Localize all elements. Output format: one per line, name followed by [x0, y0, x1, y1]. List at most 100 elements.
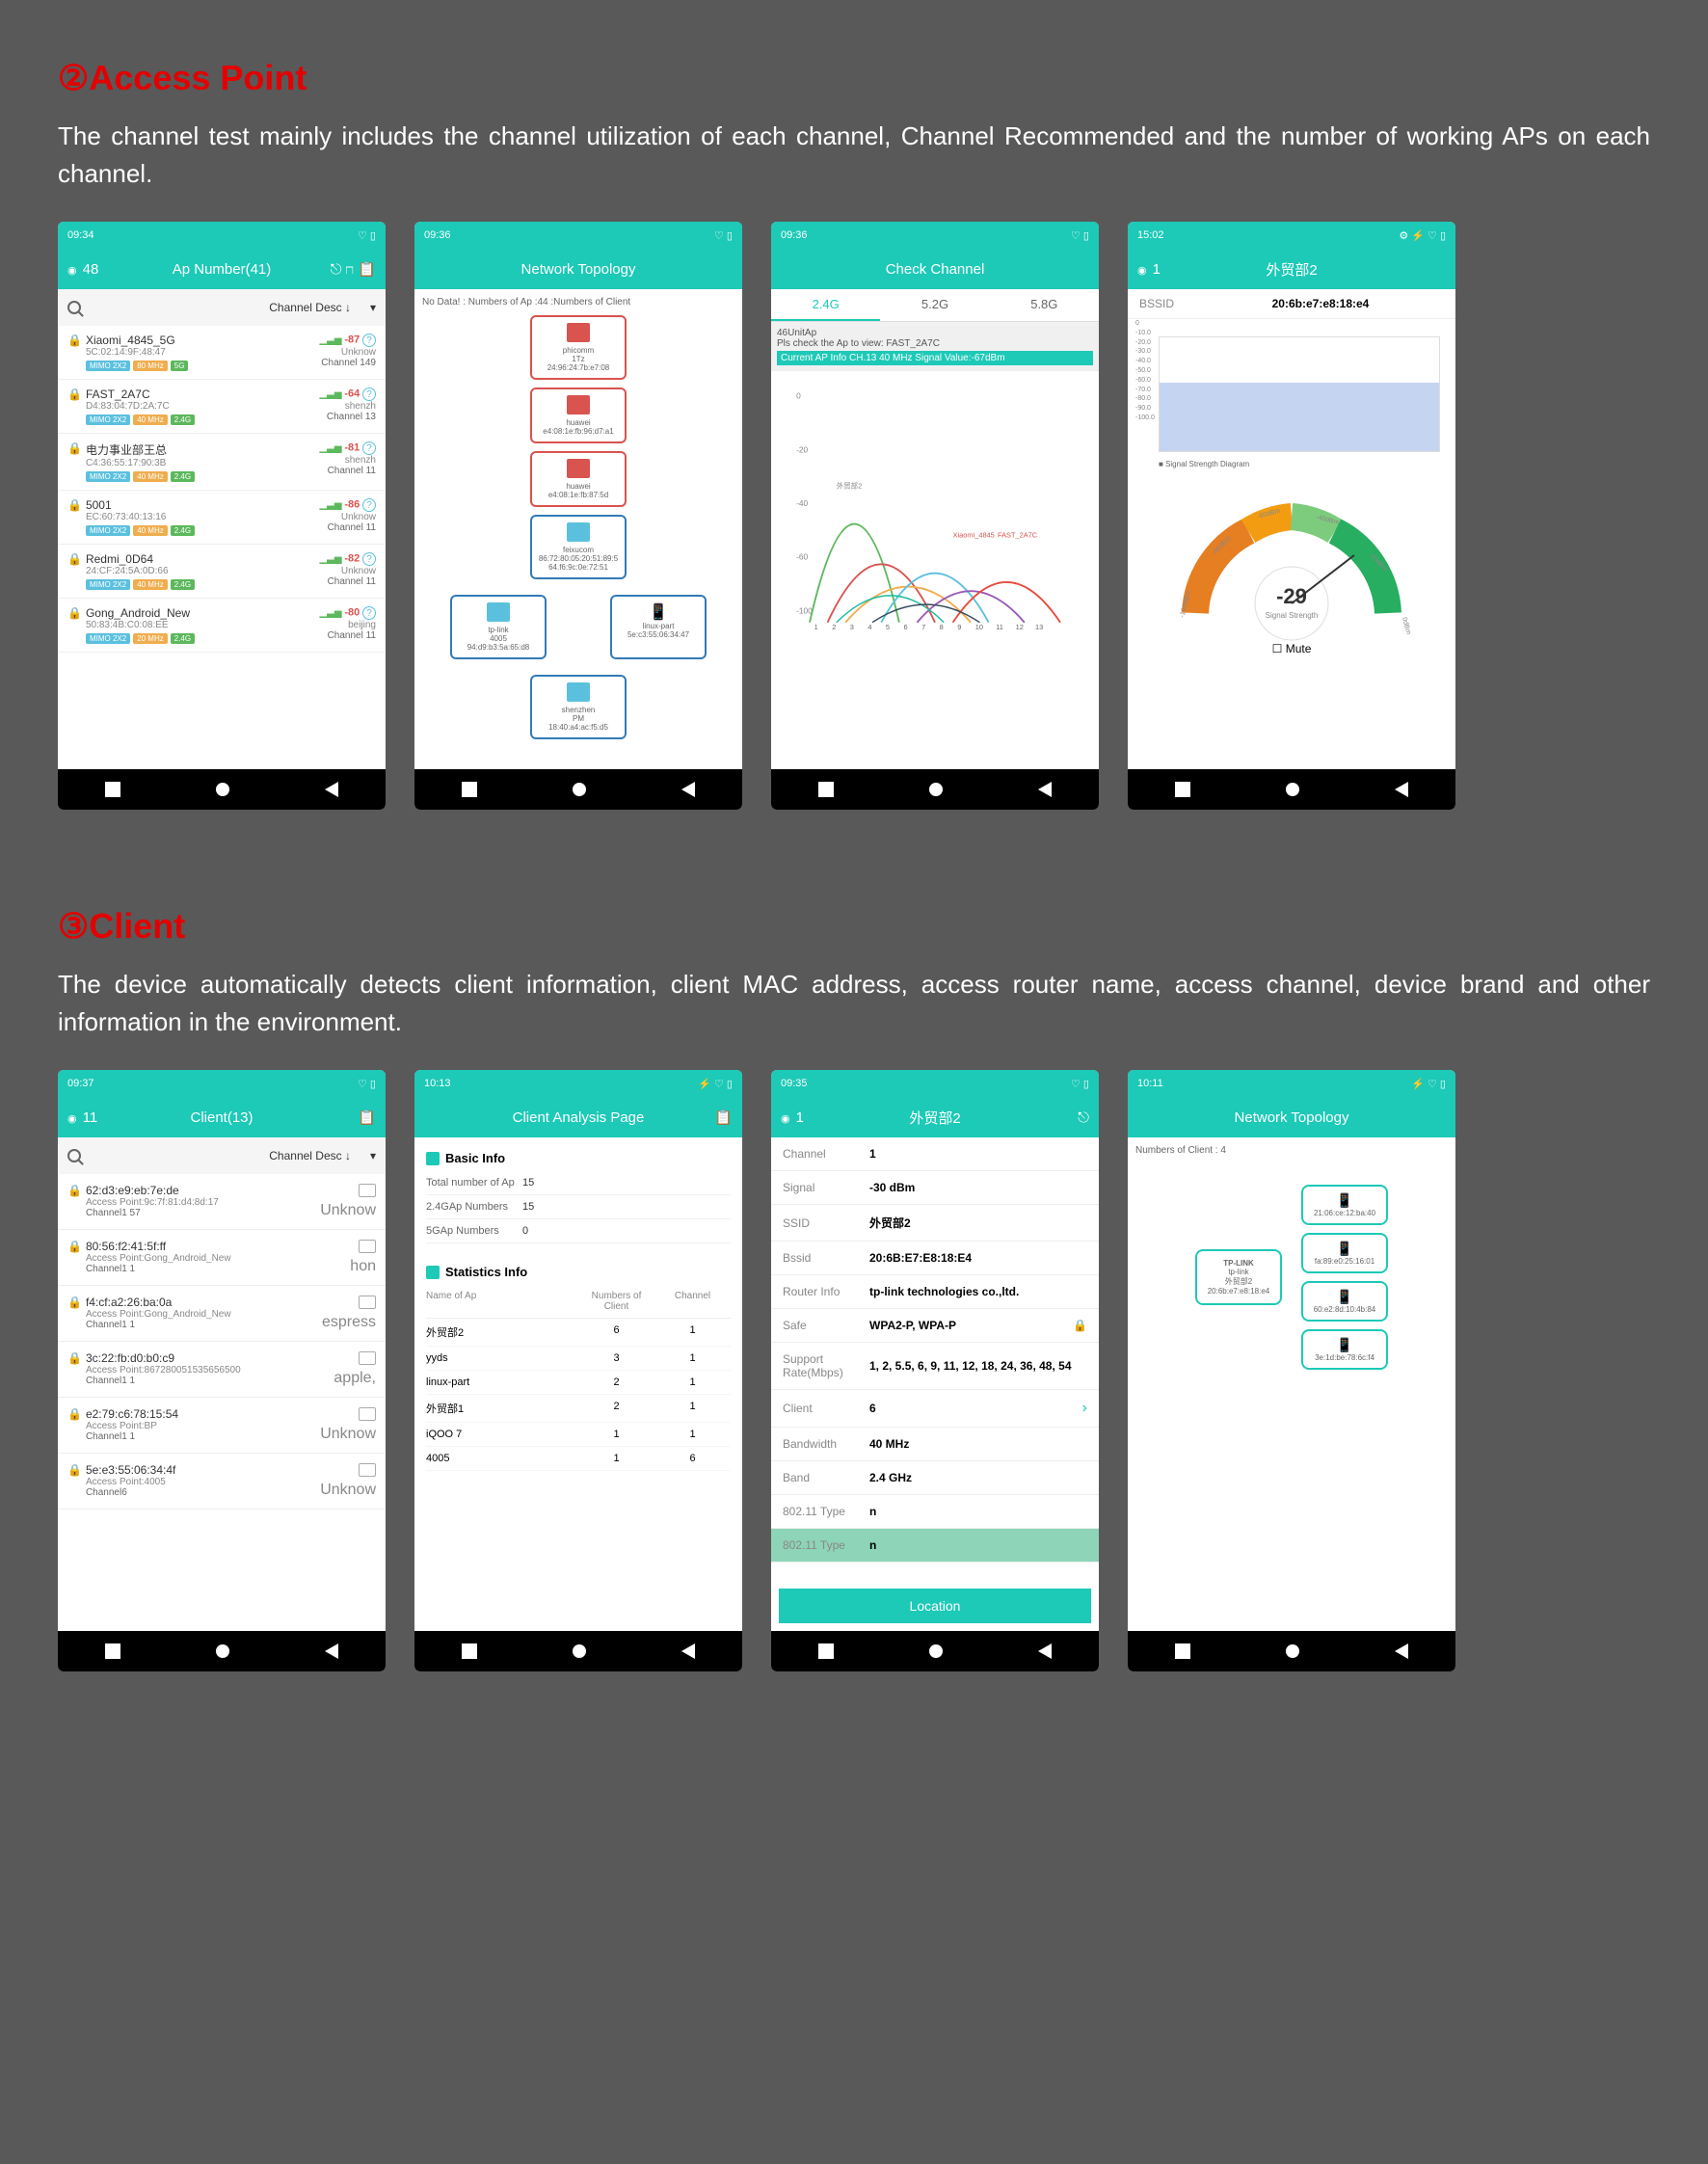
topo-node[interactable]: huawei e4:08:1e:fb:87:5d: [530, 451, 627, 507]
ap-item[interactable]: 🔒 电力事业部王总 C4:36:55:17:90:3B MIMO 2X240 M…: [58, 434, 386, 491]
header-right[interactable]: ⎋: [1078, 1109, 1089, 1126]
nav-back[interactable]: [1395, 1643, 1408, 1659]
ap-item[interactable]: 🔒 FAST_2A7C D4:83:04:7D:2A:7C MIMO 2X240…: [58, 380, 386, 434]
ap-item[interactable]: 🔒 Xiaomi_4845_5G 5C:02:14:9F:48:47 MIMO …: [58, 326, 386, 380]
detail-row[interactable]: Client6›: [771, 1390, 1099, 1428]
client-node[interactable]: 📱21:06:ce:12:ba:40: [1301, 1185, 1388, 1225]
nav-home[interactable]: [1286, 783, 1299, 796]
node-icon: [567, 395, 590, 414]
dropdown-icon[interactable]: ▾: [370, 301, 376, 314]
topology-subtitle: No Data! : Numbers of Ap :44 :Numbers of…: [422, 297, 734, 307]
nav-recent[interactable]: [462, 1643, 477, 1659]
nav-recent[interactable]: [462, 782, 477, 797]
stats-row[interactable]: yyds31: [426, 1347, 731, 1371]
nav-recent[interactable]: [818, 1643, 834, 1659]
topology-content: No Data! : Numbers of Ap :44 :Numbers of…: [414, 289, 742, 769]
ap-item[interactable]: 🔒 5001 EC:60:73:40:13:16 MIMO 2X240 MHz2…: [58, 491, 386, 545]
nav-home[interactable]: [929, 1644, 943, 1658]
svg-text:7: 7: [921, 623, 925, 631]
client-item[interactable]: 🔒 e2:79:c6:78:15:54 Access Point:BP Chan…: [58, 1398, 386, 1454]
stats-row[interactable]: 外贸部121: [426, 1395, 731, 1423]
chevron-icon[interactable]: ›: [1082, 1400, 1087, 1417]
nav-back[interactable]: [1395, 782, 1408, 797]
mute-checkbox[interactable]: ☐ Mute: [1128, 642, 1455, 655]
topo-node[interactable]: huawei e4:08:1e:fb:96:d7:a1: [530, 387, 627, 443]
stats-row[interactable]: 400516: [426, 1447, 731, 1471]
nav-back[interactable]: [325, 1643, 338, 1659]
help-icon[interactable]: ?: [362, 441, 376, 455]
nav-home[interactable]: [573, 1644, 586, 1658]
signal-bars-icon: ▁▃▅: [319, 335, 341, 346]
topo-node[interactable]: feixucom 86:72:80:05:20:51:89:5 64.f6:9c…: [530, 515, 627, 579]
client-item[interactable]: 🔒 3c:22:fb:d0:b0:c9 Access Point:8672800…: [58, 1342, 386, 1398]
nav-home[interactable]: [573, 783, 586, 796]
nav-back[interactable]: [325, 782, 338, 797]
info-value: 0: [522, 1225, 731, 1237]
client-node[interactable]: 📱3e:1d:be:78:6c:f4: [1301, 1329, 1388, 1370]
topo-node[interactable]: 📱linux-part 5e:c3:55:06:34:47: [610, 595, 707, 659]
ap-item[interactable]: 🔒 Gong_Android_New 50:83:4B:C0:08:EE MIM…: [58, 599, 386, 653]
client-item[interactable]: 🔒 f4:cf:a2:26:ba:0a Access Point:Gong_An…: [58, 1286, 386, 1342]
location-button[interactable]: Location: [779, 1589, 1091, 1623]
header-right[interactable]: 📋: [714, 1109, 733, 1126]
stats-row[interactable]: linux-part21: [426, 1371, 731, 1395]
client-item[interactable]: 🔒 80:56:f2:41:5f:ff Access Point:Gong_An…: [58, 1230, 386, 1286]
help-icon[interactable]: ?: [362, 387, 376, 401]
client-node[interactable]: 📱60:e2:8d:10:4b:84: [1301, 1281, 1388, 1322]
topo-node[interactable]: shenzhen PM 18:40:a4:ac:f5:d5: [530, 675, 627, 739]
help-icon[interactable]: ?: [362, 606, 376, 620]
svg-text:FAST_2A7C: FAST_2A7C: [998, 531, 1038, 540]
topo-node[interactable]: tp-link 4005 94:d9:b3:5a:65:d8: [450, 595, 547, 659]
header-right[interactable]: ⎋ ⊓ 📋: [331, 260, 376, 278]
monitor-icon: [359, 1407, 376, 1421]
wifi-icon: [67, 1109, 77, 1126]
help-icon[interactable]: ?: [362, 552, 376, 566]
router-node[interactable]: TP-LINK tp-link 外贸部2 20:6b:e7:e8:18:e4: [1195, 1249, 1282, 1305]
nav-home[interactable]: [216, 1644, 229, 1658]
nav-recent[interactable]: [1175, 1643, 1190, 1659]
stats-name: 外贸部1: [426, 1401, 578, 1416]
stats-row[interactable]: iQOO 711: [426, 1423, 731, 1447]
nav-recent[interactable]: [818, 782, 834, 797]
nav-back[interactable]: [1038, 782, 1052, 797]
monitor-icon: [359, 1463, 376, 1477]
search-icon[interactable]: [67, 301, 81, 314]
filter-bar[interactable]: Channel Desc ↓ ▾: [58, 289, 386, 326]
search-icon[interactable]: [67, 1149, 81, 1162]
tab-58g[interactable]: 5.8G: [990, 289, 1099, 321]
nav-recent[interactable]: [105, 1643, 120, 1659]
help-icon[interactable]: ?: [362, 334, 376, 347]
dropdown-icon[interactable]: ▾: [370, 1149, 376, 1162]
nav-home[interactable]: [929, 783, 943, 796]
svg-text:10: 10: [975, 623, 983, 631]
nav-recent[interactable]: [105, 782, 120, 797]
nav-home[interactable]: [1286, 1644, 1299, 1658]
nav-back[interactable]: [1038, 1643, 1052, 1659]
detail-label: Bandwidth: [783, 1437, 869, 1451]
info-label: 5GAp Numbers: [426, 1225, 522, 1237]
tab-52g[interactable]: 5.2G: [880, 289, 989, 321]
client-node[interactable]: 📱fa:89:e0:25:16:01: [1301, 1233, 1388, 1273]
filter-label[interactable]: Channel Desc ↓: [269, 301, 351, 314]
stats-row[interactable]: 外贸部261: [426, 1319, 731, 1347]
ap-name: 电力事业部王总: [86, 441, 320, 458]
detail-value: WPA2-P, WPA-P: [869, 1319, 1073, 1332]
nav-home[interactable]: [216, 783, 229, 796]
help-icon[interactable]: ?: [362, 498, 376, 512]
tab-24g[interactable]: 2.4G: [771, 289, 880, 321]
topo-node[interactable]: phicomm 1Tz 24:96:24:7b:e7:08: [530, 315, 627, 380]
ap-name: Redmi_0D64: [86, 552, 320, 566]
lock-icon: 🔒: [67, 1407, 82, 1443]
header-right[interactable]: 📋: [358, 1109, 376, 1126]
client-item[interactable]: 🔒 5e:e3:55:06:34:4f Access Point:4005 Ch…: [58, 1454, 386, 1509]
ap-item[interactable]: 🔒 Redmi_0D64 24:CF:24:5A:0D:66 MIMO 2X24…: [58, 545, 386, 599]
filter-bar[interactable]: Channel Desc ↓ ▾: [58, 1137, 386, 1174]
stats-num: 3: [578, 1352, 654, 1364]
nav-back[interactable]: [681, 782, 695, 797]
stats-num: 6: [578, 1324, 654, 1340]
client-item[interactable]: 🔒 62:d3:e9:eb:7e:de Access Point:9c:7f:8…: [58, 1174, 386, 1230]
nav-recent[interactable]: [1175, 782, 1190, 797]
nav-back[interactable]: [681, 1643, 695, 1659]
header-title: Check Channel: [886, 261, 985, 278]
filter-label[interactable]: Channel Desc ↓: [269, 1149, 351, 1162]
